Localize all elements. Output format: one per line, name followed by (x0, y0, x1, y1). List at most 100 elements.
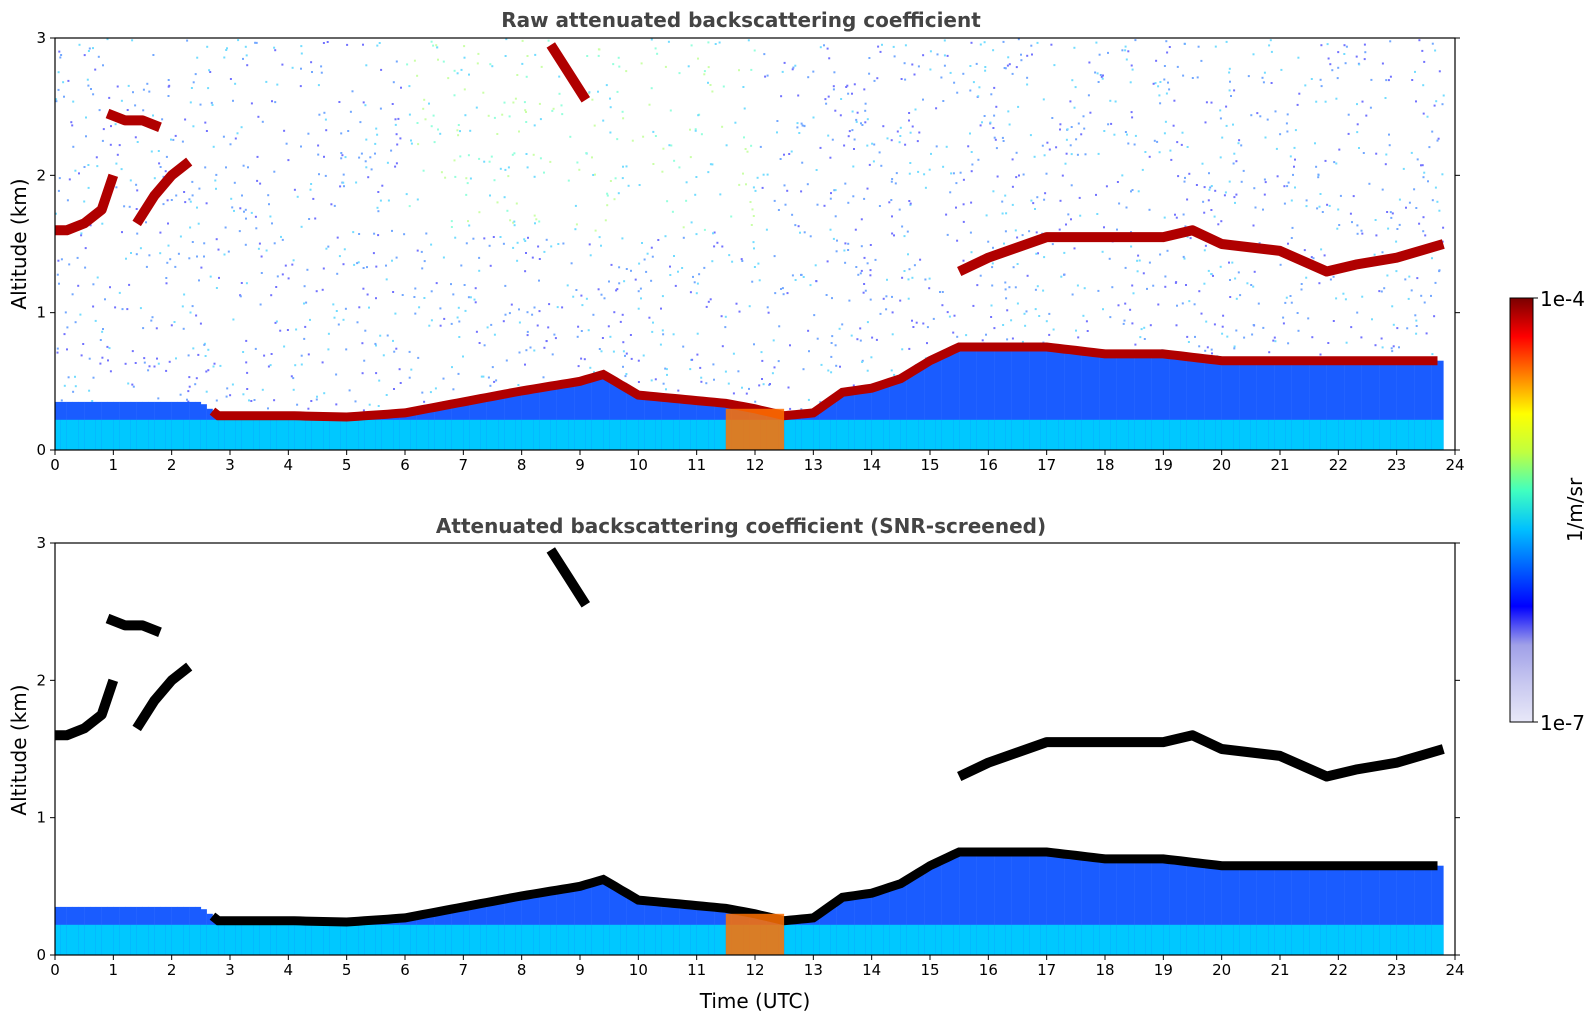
surface-layer-column (136, 419, 143, 450)
noise-pixel (698, 273, 701, 276)
noise-pixel (1005, 212, 1008, 215)
noise-pixel (170, 138, 172, 141)
noise-pixel (310, 400, 313, 402)
noise-pixel (1103, 226, 1105, 229)
noise-pixel (1153, 139, 1156, 142)
noise-pixel (1203, 211, 1206, 214)
noise-pixel (453, 94, 456, 97)
panel-screened-layer-top (209, 847, 1438, 927)
surface-layer-column (189, 924, 196, 955)
noise-pixel (475, 330, 478, 333)
noise-pixel (1205, 320, 1208, 323)
noise-pixel (886, 137, 889, 140)
noise-pixel (943, 39, 946, 42)
bl-column (1268, 865, 1275, 955)
noise-pixel (1185, 284, 1187, 286)
noise-pixel (1235, 193, 1238, 196)
noise-pixel (1167, 81, 1169, 84)
noise-pixel (1286, 130, 1289, 133)
noise-pixel (401, 294, 404, 296)
noise-pixel (1344, 62, 1347, 65)
bl-column (568, 382, 575, 450)
noise-pixel (916, 140, 919, 143)
noise-pixel (440, 171, 443, 174)
noise-pixel (1070, 218, 1072, 221)
noise-pixel (1148, 261, 1151, 264)
noise-pixel (538, 220, 541, 223)
noise-pixel (62, 81, 65, 84)
panel-screened-cloud-layer-3 (546, 547, 591, 608)
noise-pixel (827, 134, 830, 137)
bl-column (935, 861, 942, 955)
noise-pixel (839, 365, 841, 368)
surface-layer-column (795, 924, 802, 955)
surface-layer-column (1262, 419, 1269, 450)
noise-pixel (1230, 95, 1232, 97)
noise-pixel (945, 145, 948, 148)
noise-pixel (1239, 294, 1242, 297)
noise-pixel (1342, 292, 1345, 295)
noise-pixel (1003, 242, 1005, 245)
noise-pixel (463, 56, 466, 59)
noise-pixel (1358, 63, 1361, 66)
noise-pixel (802, 276, 805, 278)
noise-pixel (1240, 144, 1243, 147)
bl-column (900, 881, 907, 955)
noise-pixel (673, 255, 675, 257)
noise-pixel (240, 282, 243, 284)
noise-pixel (143, 357, 146, 360)
noise-pixel (662, 333, 665, 336)
surface-layer-column (1350, 419, 1357, 450)
noise-pixel (244, 208, 247, 211)
bl-column (585, 883, 592, 955)
surface-layer-column (970, 924, 977, 955)
noise-pixel (1204, 244, 1207, 247)
surface-layer-column (1309, 924, 1316, 955)
bl-column (1140, 353, 1147, 450)
bl-column (1262, 865, 1269, 955)
noise-pixel (638, 262, 641, 265)
surface-layer-column (142, 419, 149, 450)
noise-pixel (1004, 67, 1007, 70)
noise-pixel (909, 203, 912, 206)
surface-layer-column (1315, 924, 1322, 955)
noise-pixel (1381, 346, 1384, 349)
noise-pixel (188, 385, 191, 388)
noise-pixel (876, 77, 879, 80)
noise-pixel (1250, 114, 1253, 117)
noise-pixel (703, 70, 706, 73)
noise-pixel (1223, 194, 1226, 197)
surface-layer-column (1122, 419, 1129, 450)
surface-layer-column (1379, 924, 1386, 955)
noise-pixel (1273, 336, 1276, 339)
noise-pixel (1097, 289, 1100, 292)
noise-pixel (1034, 208, 1036, 210)
noise-pixel (128, 205, 131, 208)
surface-layer-column (1280, 419, 1287, 450)
surface-layer-column (1116, 924, 1123, 955)
surface-layer-column (1052, 924, 1059, 955)
noise-pixel (682, 226, 685, 229)
noise-pixel (58, 177, 61, 180)
noise-pixel (612, 63, 615, 66)
noise-pixel (1327, 57, 1330, 60)
surface-layer-column (685, 419, 692, 450)
noise-pixel (1114, 100, 1117, 103)
noise-pixel (340, 132, 343, 135)
noise-pixel (1028, 230, 1031, 233)
panel-screened: Attenuated backscattering coefficient (S… (7, 514, 1465, 1013)
noise-pixel (893, 55, 896, 58)
bl-column (615, 888, 622, 955)
noise-pixel (1213, 215, 1216, 218)
noise-pixel (72, 100, 75, 103)
noise-pixel (152, 54, 155, 56)
noise-pixel (1210, 185, 1213, 187)
surface-layer-column (813, 419, 820, 450)
noise-pixel (1338, 224, 1341, 226)
noise-pixel (152, 114, 154, 117)
surface-layer-column (1023, 924, 1030, 955)
noise-pixel (879, 312, 882, 315)
noise-pixel (800, 122, 803, 125)
noise-pixel (1332, 275, 1335, 278)
surface-layer-column (1256, 924, 1263, 955)
